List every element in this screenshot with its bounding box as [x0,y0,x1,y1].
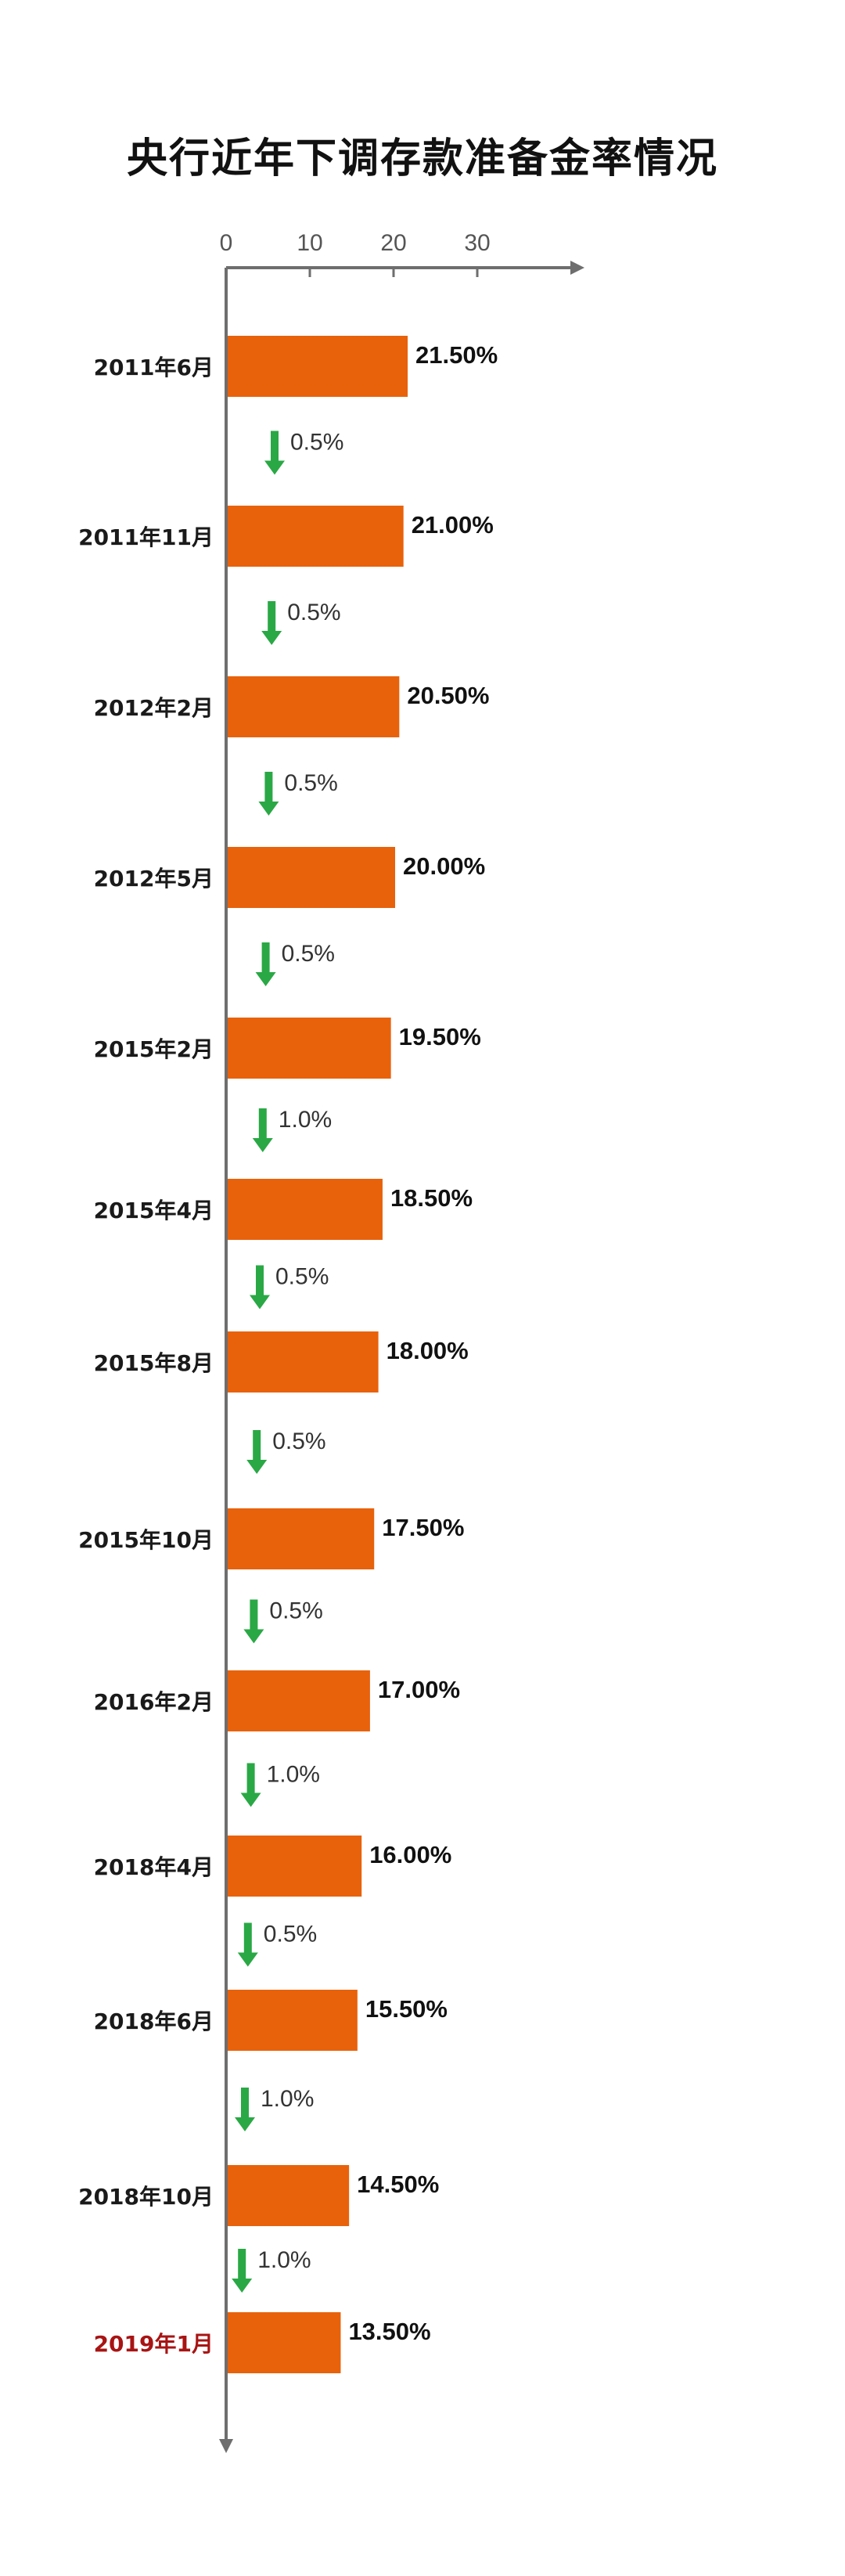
change-label: 0.5% [287,600,340,625]
bar [228,1836,362,1897]
category-label: 2015年8月 [94,1350,214,1376]
change-label: 0.5% [272,1429,325,1454]
bar [228,847,395,908]
bar [228,1508,375,1569]
decrease-arrow-icon [264,431,285,475]
bar [228,1018,391,1079]
decrease-arrow-icon [250,1265,270,1310]
chart-title: 央行近年下调存款准备金率情况 [126,135,718,182]
x-tick-label: 0 [220,230,233,256]
category-label: 2018年10月 [78,2184,214,2210]
category-label: 2016年2月 [94,1689,214,1715]
data-label: 19.50% [399,1023,481,1050]
bar [228,1670,370,1731]
data-label: 16.00% [369,1841,451,1868]
change-label: 1.0% [279,1107,332,1133]
data-label: 18.00% [387,1337,469,1364]
bar [228,2312,341,2373]
data-label: 14.50% [357,2171,439,2198]
decrease-arrow-icon [243,1599,264,1644]
data-label: 17.00% [378,1676,460,1703]
change-indicators: 0.5% 0.5% 0.5% 0.5% 1.0% 0.5% 0.5% 0.5% 1.0% 0.5%… [232,430,343,2293]
category-label: 2015年2月 [94,1036,214,1062]
change-label: 0.5% [269,1598,322,1624]
change-label: 1.0% [261,2086,314,2112]
change-label: 0.5% [275,1264,329,1290]
bar [228,2165,350,2226]
change-label: 0.5% [264,1922,317,1947]
data-label: 20.50% [407,682,489,709]
change-label: 1.0% [257,2247,311,2273]
data-label: 15.50% [365,1995,448,2023]
decrease-arrow-icon [255,942,276,986]
change-label: 0.5% [290,430,343,456]
category-label: 2011年11月 [78,524,214,550]
change-label: 1.0% [267,1762,320,1788]
bar [228,1990,358,2051]
category-label: 2012年5月 [94,866,214,892]
decrease-arrow-icon [252,1108,273,1152]
x-axis-arrowhead [570,261,584,275]
data-label: 17.50% [382,1514,464,1541]
decrease-arrow-icon [246,1430,268,1474]
x-tick-label: 20 [380,230,406,256]
category-label: 2015年4月 [94,1198,214,1223]
data-label: 21.00% [412,511,494,539]
bars-layer: 2011年6月 21.50% 2011年11月 21.00% 2012年2月 20.50%… [78,336,498,2373]
data-label: 13.50% [348,2318,430,2345]
data-label: 18.50% [390,1184,473,1212]
category-label: 2012年2月 [94,695,214,721]
data-label: 21.50% [415,341,498,369]
change-label: 0.5% [282,941,335,967]
bar [228,676,400,737]
category-label: 2011年6月 [94,355,214,380]
x-tick-label: 30 [464,230,490,256]
bar [228,1179,383,1240]
change-label: 0.5% [284,770,337,796]
bar [228,336,408,397]
bar [228,506,404,567]
data-label: 20.00% [403,852,485,880]
decrease-arrow-icon [240,1763,261,1807]
decrease-arrow-icon [235,2088,255,2131]
x-tick-label: 10 [297,230,322,256]
category-label: 2018年6月 [94,2009,214,2034]
decrease-arrow-icon [261,601,282,645]
decrease-arrow-icon [258,772,279,816]
category-label: 2018年4月 [94,1854,214,1880]
bar [228,1331,379,1392]
axis-layer: 0 10 20 30 [219,230,584,2453]
decrease-arrow-icon [232,2249,253,2293]
category-label: 2015年10月 [78,1527,214,1553]
decrease-arrow-icon [237,1922,258,1967]
category-label: 2019年1月 [94,2331,214,2357]
y-axis-arrowhead [219,2439,233,2453]
